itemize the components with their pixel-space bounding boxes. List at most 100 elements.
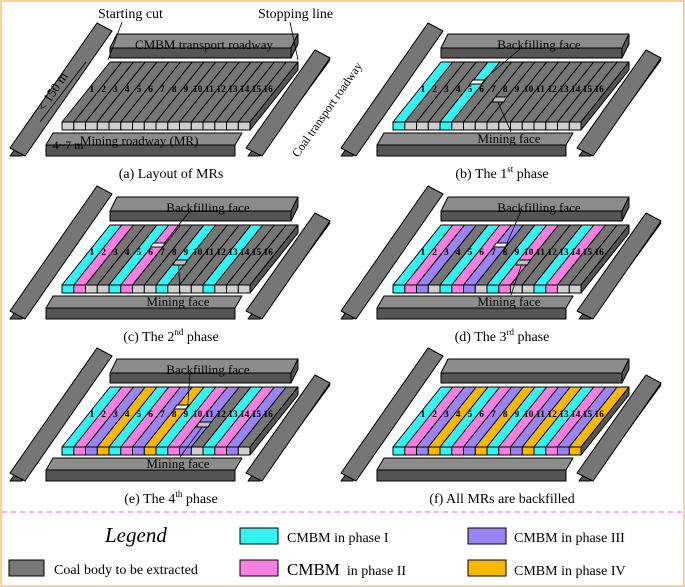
mr-number: 13 — [228, 248, 238, 258]
mr-number: 3 — [113, 248, 118, 258]
mr-number: 7 — [491, 85, 496, 95]
mr-number: 16 — [594, 410, 604, 420]
mr-front-5 — [439, 446, 453, 456]
mr-number: 5 — [137, 85, 142, 95]
mr-number: 1 — [90, 85, 95, 95]
mr-number: 6 — [148, 248, 153, 258]
mr-number: 2 — [432, 410, 437, 420]
mr-number: 14 — [571, 85, 581, 95]
legend-label-phase3: CMBM in phase III — [514, 531, 625, 546]
backfilling-face-marker — [469, 79, 485, 85]
mr-front-15 — [557, 121, 570, 131]
bottom-roadway-front — [45, 469, 236, 482]
mr-front-16 — [568, 446, 582, 456]
mr-front-7 — [132, 446, 145, 456]
legend-swatch-phase4 — [467, 559, 507, 577]
mr-number: 14 — [240, 410, 250, 420]
right-slab — [245, 374, 331, 482]
mr-number: 1 — [90, 410, 95, 420]
mr-number: 15 — [252, 248, 262, 258]
backfilling-face-marker — [492, 242, 509, 248]
mr-front-13 — [202, 446, 216, 456]
mr-front-6 — [451, 121, 464, 131]
mr-number: 16 — [594, 248, 604, 258]
mr-front-3 — [416, 121, 429, 131]
bottom-roadway-front — [376, 469, 567, 482]
mr-front-7 — [463, 446, 476, 456]
mining-face-label: Mining face — [146, 456, 209, 471]
mr-front-11 — [510, 121, 523, 131]
mr-number: 7 — [491, 410, 496, 420]
left-slab — [9, 185, 113, 320]
mr-front-2 — [404, 121, 417, 131]
mr-number: 5 — [468, 85, 473, 95]
mr-front-3 — [416, 446, 429, 456]
mr-front-5 — [108, 121, 122, 131]
mr-front-10 — [498, 284, 511, 294]
backfilling-face-label: Backfilling face — [497, 200, 581, 215]
mr-front-13 — [533, 121, 547, 131]
mr-front-1 — [392, 121, 406, 131]
mining-face-label: Mining face — [146, 294, 209, 309]
mr-number: 1 — [421, 248, 426, 258]
mr-number: 10 — [193, 248, 203, 258]
mr-number: 5 — [137, 410, 142, 420]
legend-swatch-phase1 — [239, 527, 279, 545]
mr-number: 3 — [444, 85, 449, 95]
right-slab — [576, 49, 662, 157]
mr-number: 9 — [184, 85, 189, 95]
mr-front-16 — [237, 284, 251, 294]
mr-front-8 — [143, 284, 157, 294]
left-slab — [340, 22, 444, 157]
left-slab — [340, 347, 444, 482]
caption-a: (a) Layout of MRs — [119, 167, 224, 182]
legend-label-phase2: CMBM in phase II — [287, 560, 406, 579]
legend-label-phase1: CMBM in phase I — [287, 531, 389, 546]
mr-front-9 — [155, 121, 169, 131]
caption-c: (c) The 2nd phase — [123, 327, 218, 345]
mr-front-15 — [557, 446, 570, 456]
mr-front-4 — [96, 284, 110, 294]
mr-number: 5 — [137, 248, 142, 258]
mr-front-15 — [557, 284, 570, 294]
mr-front-1 — [61, 446, 75, 456]
mr-number: 9 — [184, 410, 189, 420]
mr-front-4 — [427, 121, 441, 131]
mr-front-11 — [510, 446, 523, 456]
mr-front-7 — [132, 284, 145, 294]
mr-number: 2 — [101, 248, 106, 258]
mr-front-2 — [73, 121, 86, 131]
mr-front-2 — [73, 284, 86, 294]
mr-number: 13 — [228, 85, 238, 95]
mr-number: 3 — [444, 248, 449, 258]
mr-number: 16 — [263, 410, 273, 420]
mr-front-10 — [167, 284, 180, 294]
mr-number: 16 — [263, 248, 273, 258]
mr-front-15 — [226, 284, 239, 294]
mr-number: 4 — [456, 410, 461, 420]
mr-front-13 — [202, 284, 216, 294]
mining-face-leader — [178, 264, 181, 296]
mr-number: 10 — [193, 85, 203, 95]
stopping-line-label: Stopping line — [258, 7, 333, 22]
mr-number: 4 — [456, 248, 461, 258]
panel-f: 1 2 3 4 5 6 7 8 9 10 11 12 13 14 15 16(f) All MRs are b… — [340, 347, 662, 507]
mr-number: 2 — [101, 85, 106, 95]
mining-face-leader — [179, 426, 203, 458]
mr-front-1 — [392, 284, 406, 294]
mr-front-3 — [416, 284, 429, 294]
mr-front-2 — [73, 446, 86, 456]
mr-front-8 — [143, 121, 157, 131]
right-slab — [245, 212, 331, 320]
mr-front-8 — [143, 446, 157, 456]
mr-front-14 — [214, 446, 227, 456]
mr-number: 9 — [515, 248, 520, 258]
mr-front-10 — [167, 446, 180, 456]
block-end — [249, 224, 299, 294]
mr-number: 10 — [524, 85, 534, 95]
block-end — [580, 61, 630, 131]
mr-front-9 — [155, 446, 169, 456]
mr-front-5 — [108, 446, 122, 456]
legend-label-phase4: CMBM in phase IV — [514, 564, 626, 579]
